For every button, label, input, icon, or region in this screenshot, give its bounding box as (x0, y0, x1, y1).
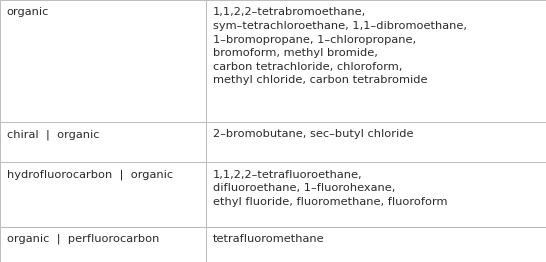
Text: organic: organic (7, 7, 49, 17)
Bar (0, 122, 206, 162)
Text: tetrafluoromethane: tetrafluoromethane (213, 234, 324, 244)
Text: 1,1,2,2–tetrabromoethane,
sym–tetrachloroethane, 1,1–dibromoethane,
1–bromopropa: 1,1,2,2–tetrabromoethane, sym–tetrachlor… (213, 7, 467, 85)
Text: 2–bromobutane, sec–butyl chloride: 2–bromobutane, sec–butyl chloride (213, 129, 413, 139)
Bar (0, 0, 206, 122)
Text: hydrofluorocarbon  |  organic: hydrofluorocarbon | organic (7, 170, 173, 180)
Text: organic  |  perfluorocarbon: organic | perfluorocarbon (7, 234, 159, 244)
Bar (206, 0, 546, 122)
Bar (0, 227, 206, 262)
Bar (206, 122, 546, 162)
Text: 1,1,2,2–tetrafluoroethane,
difluoroethane, 1–fluorohexane,
ethyl fluoride, fluor: 1,1,2,2–tetrafluoroethane, difluoroethan… (213, 170, 447, 207)
Bar (206, 227, 546, 262)
Bar (0, 162, 206, 227)
Text: chiral  |  organic: chiral | organic (7, 129, 99, 140)
Bar (206, 162, 546, 227)
